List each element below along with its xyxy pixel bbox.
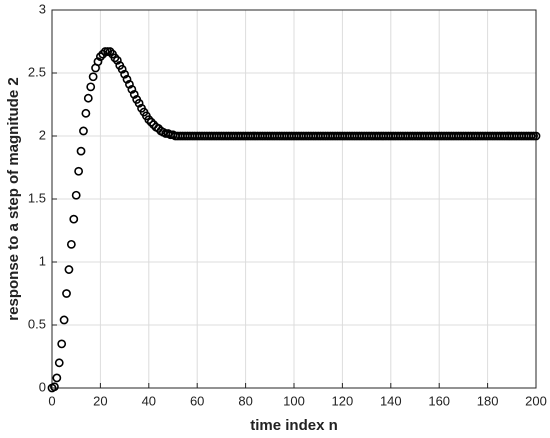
y-tick-label: 0 bbox=[39, 379, 46, 394]
y-tick-label: 0.5 bbox=[28, 316, 46, 331]
marker bbox=[66, 239, 76, 249]
y-axis-label: response to a step of magnitude 2 bbox=[5, 77, 22, 320]
marker bbox=[74, 166, 84, 176]
marker bbox=[69, 214, 79, 224]
marker bbox=[79, 126, 88, 136]
x-tick-label: 200 bbox=[525, 393, 547, 408]
marker bbox=[96, 52, 105, 62]
x-tick-label: 60 bbox=[190, 393, 204, 408]
marker bbox=[86, 82, 96, 92]
marker bbox=[98, 49, 108, 59]
marker bbox=[93, 57, 103, 67]
x-tick-label: 20 bbox=[93, 393, 107, 408]
marker bbox=[110, 53, 120, 63]
marker bbox=[125, 79, 134, 89]
x-tick-label: 40 bbox=[142, 393, 156, 408]
marker bbox=[71, 190, 81, 200]
marker bbox=[83, 93, 93, 103]
x-tick-label: 140 bbox=[380, 393, 402, 408]
marker bbox=[127, 84, 137, 94]
x-tick-label: 100 bbox=[283, 393, 305, 408]
marker bbox=[88, 72, 98, 82]
marker bbox=[122, 74, 132, 84]
marker bbox=[64, 265, 74, 274]
marker bbox=[52, 373, 62, 383]
marker bbox=[112, 56, 122, 65]
marker bbox=[50, 382, 59, 392]
y-tick-label: 1 bbox=[39, 253, 46, 268]
x-axis-label: time index n bbox=[250, 417, 338, 434]
x-tick-label: 180 bbox=[477, 393, 499, 408]
x-tick-label: 120 bbox=[332, 393, 354, 408]
marker bbox=[134, 98, 144, 108]
marker bbox=[117, 64, 127, 74]
x-tick-label: 80 bbox=[238, 393, 252, 408]
y-tick-label: 2.5 bbox=[28, 64, 46, 79]
marker bbox=[62, 289, 71, 298]
axes-box bbox=[51, 9, 537, 389]
marker bbox=[144, 115, 154, 125]
marker bbox=[57, 339, 67, 349]
marker bbox=[81, 108, 91, 118]
y-tick-label: 2 bbox=[39, 127, 46, 142]
marker bbox=[59, 315, 69, 325]
marker bbox=[76, 146, 86, 156]
marker bbox=[105, 47, 115, 56]
y-tick-label: 3 bbox=[39, 1, 46, 16]
marker bbox=[146, 117, 156, 127]
x-tick-label: 0 bbox=[48, 393, 55, 408]
marker bbox=[531, 131, 541, 141]
marker bbox=[54, 358, 64, 368]
y-tick-label: 1.5 bbox=[28, 190, 46, 205]
marker bbox=[120, 69, 129, 79]
x-tick-label: 160 bbox=[428, 393, 450, 408]
marker bbox=[129, 90, 139, 99]
